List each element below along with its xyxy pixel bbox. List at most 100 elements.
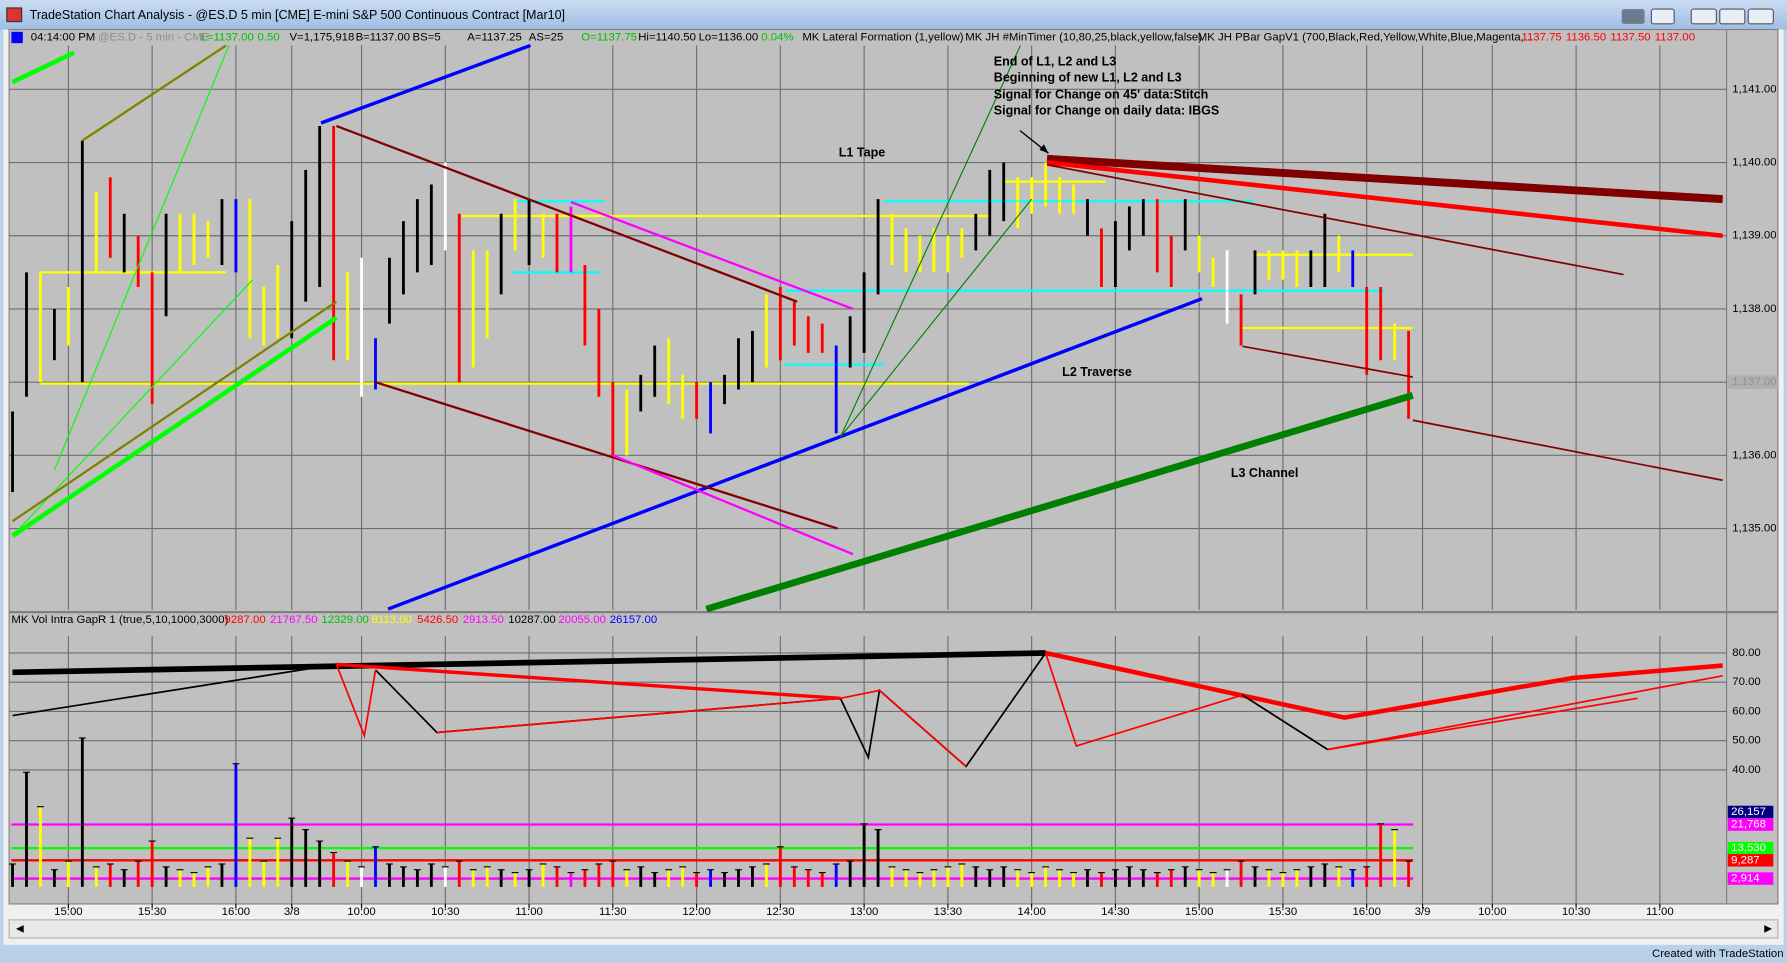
annotation: Signal for Change on daily data: IBGS <box>994 104 1219 118</box>
indicator-line <box>12 663 337 717</box>
status-item: 20055.00 <box>558 614 605 626</box>
trend-line <box>81 44 227 142</box>
volume-level-label: 13,530 <box>1731 842 1766 854</box>
trend-line <box>336 124 798 303</box>
symbol-marker <box>11 31 23 44</box>
x-tick-label: 16:00 <box>222 906 250 918</box>
x-tick-label: 15:00 <box>1185 906 1213 918</box>
chart-border <box>8 28 1779 905</box>
trend-line <box>11 315 338 538</box>
status-item: MK Vol Intra GapR 1 (true,5,10,1000,3000… <box>11 614 228 626</box>
annotation-arrowhead <box>1039 144 1049 154</box>
y-tick-label: 1,141.00 <box>1732 83 1776 95</box>
status-item: MK Lateral Formation (1,yellow) <box>802 31 963 43</box>
volume-level-box <box>1727 872 1774 885</box>
status-item: MK JH #MinTimer (10,80,25,black,yellow,f… <box>965 31 1202 43</box>
x-tick-label: 13:30 <box>934 906 962 918</box>
status-item: B=1137.00 <box>356 31 411 43</box>
y-tick-label: 70.00 <box>1732 676 1760 688</box>
status-item: 0.50 <box>258 31 280 43</box>
volume-level-label: 21,768 <box>1731 819 1766 831</box>
indicator-line <box>1045 650 1723 720</box>
volume-level-box <box>1727 818 1774 831</box>
status-item: A=1137.25 <box>467 31 522 43</box>
indicator-line <box>1327 697 1638 751</box>
x-tick-label: 13:00 <box>850 906 878 918</box>
x-tick-label: 3/9 <box>1415 906 1431 918</box>
status-item: AS=25 <box>529 31 563 43</box>
trend-line <box>11 300 338 523</box>
trend-line <box>387 297 1203 611</box>
trend-line <box>705 392 1414 613</box>
scrollbar[interactable] <box>8 919 1779 939</box>
status-item: 04:14:00 PM <box>31 31 96 43</box>
status-item: 12329.00 <box>321 614 368 626</box>
y-tick-label: 1,139.00 <box>1732 230 1776 242</box>
y-tick-label: 60.00 <box>1732 705 1760 717</box>
x-tick-label: 15:30 <box>1269 906 1297 918</box>
close-button[interactable] <box>1747 8 1774 25</box>
pin-button[interactable] <box>1650 8 1675 25</box>
minimize-button[interactable] <box>1690 8 1717 25</box>
indicator-line <box>335 664 377 739</box>
y-tick-label: 40.00 <box>1732 764 1760 776</box>
title-bar <box>0 0 1787 30</box>
y-tick-label: 1,135.00 <box>1732 523 1776 535</box>
x-tick-label: 10:00 <box>1478 906 1506 918</box>
x-tick-label: 14:00 <box>1017 906 1045 918</box>
volume-level-box <box>1727 841 1774 855</box>
status-item: O=1137.75 <box>581 31 637 43</box>
menu-button[interactable] <box>1621 9 1645 24</box>
volume-level-box <box>1727 854 1774 867</box>
x-tick-label: 14:30 <box>1101 906 1129 918</box>
trend-line <box>839 198 1033 438</box>
status-item: 5426.50 <box>417 614 458 626</box>
indicator-line <box>12 650 1046 676</box>
annotation: L3 Channel <box>1231 466 1298 480</box>
chart-area <box>9 29 1778 904</box>
indicator-line <box>1044 652 1243 748</box>
last-price-box <box>1727 375 1778 389</box>
y-tick-label: 50.00 <box>1732 735 1760 747</box>
trend-line <box>1242 345 1413 378</box>
y-tick-label: 80.00 <box>1732 647 1760 659</box>
x-tick-label: 12:00 <box>682 906 710 918</box>
trend-line <box>612 454 854 556</box>
y-tick-label: 1,138.00 <box>1732 303 1776 315</box>
status-item: 26157.00 <box>610 614 657 626</box>
trend-line <box>320 43 532 125</box>
y-tick-label: 1,136.00 <box>1732 449 1776 461</box>
indicator-line <box>336 662 841 701</box>
trend-line <box>11 50 75 85</box>
status-item: BS=5 <box>413 31 441 43</box>
status-item: L=1137.00 <box>201 31 254 43</box>
x-tick-label: 11:30 <box>599 906 627 918</box>
annotation: End of L1, L2 and L3 <box>994 55 1116 69</box>
status-item: Hi=1140.50 <box>638 31 696 43</box>
scroll-right[interactable]: ▶ <box>1764 924 1772 935</box>
maximize-button[interactable] <box>1719 8 1746 25</box>
trend-line <box>1412 419 1723 482</box>
trend-line <box>1046 160 1723 239</box>
x-tick-label: 3/8 <box>284 906 300 918</box>
footer: Created with TradeStation <box>1652 948 1784 960</box>
volume-level-label: 9,287 <box>1731 854 1759 866</box>
status-item: MK JH PBar GapV1 (700,Black,Red,Yellow,W… <box>1198 31 1533 43</box>
scroll-left[interactable]: ◀ <box>16 924 24 935</box>
x-tick-label: 11:00 <box>1646 906 1674 918</box>
status-item: @ES.D - 5 min - CME <box>98 31 210 43</box>
trend-line <box>570 201 854 311</box>
trend-line <box>839 45 1021 438</box>
x-tick-label: 11:00 <box>515 906 543 918</box>
last-price-label: 1,137.00 <box>1732 376 1776 388</box>
status-item: 9287.00 <box>225 614 266 626</box>
annotation: Signal for Change on 45' data:Stitch <box>994 88 1208 102</box>
app-icon <box>6 7 23 23</box>
trend-line <box>1046 163 1624 276</box>
window-title: TradeStation Chart Analysis - @ES.D 5 mi… <box>30 8 565 22</box>
status-item: 8113.00 <box>372 614 412 626</box>
annotation: L1 Tape <box>839 146 885 160</box>
indicator-line <box>436 689 967 768</box>
